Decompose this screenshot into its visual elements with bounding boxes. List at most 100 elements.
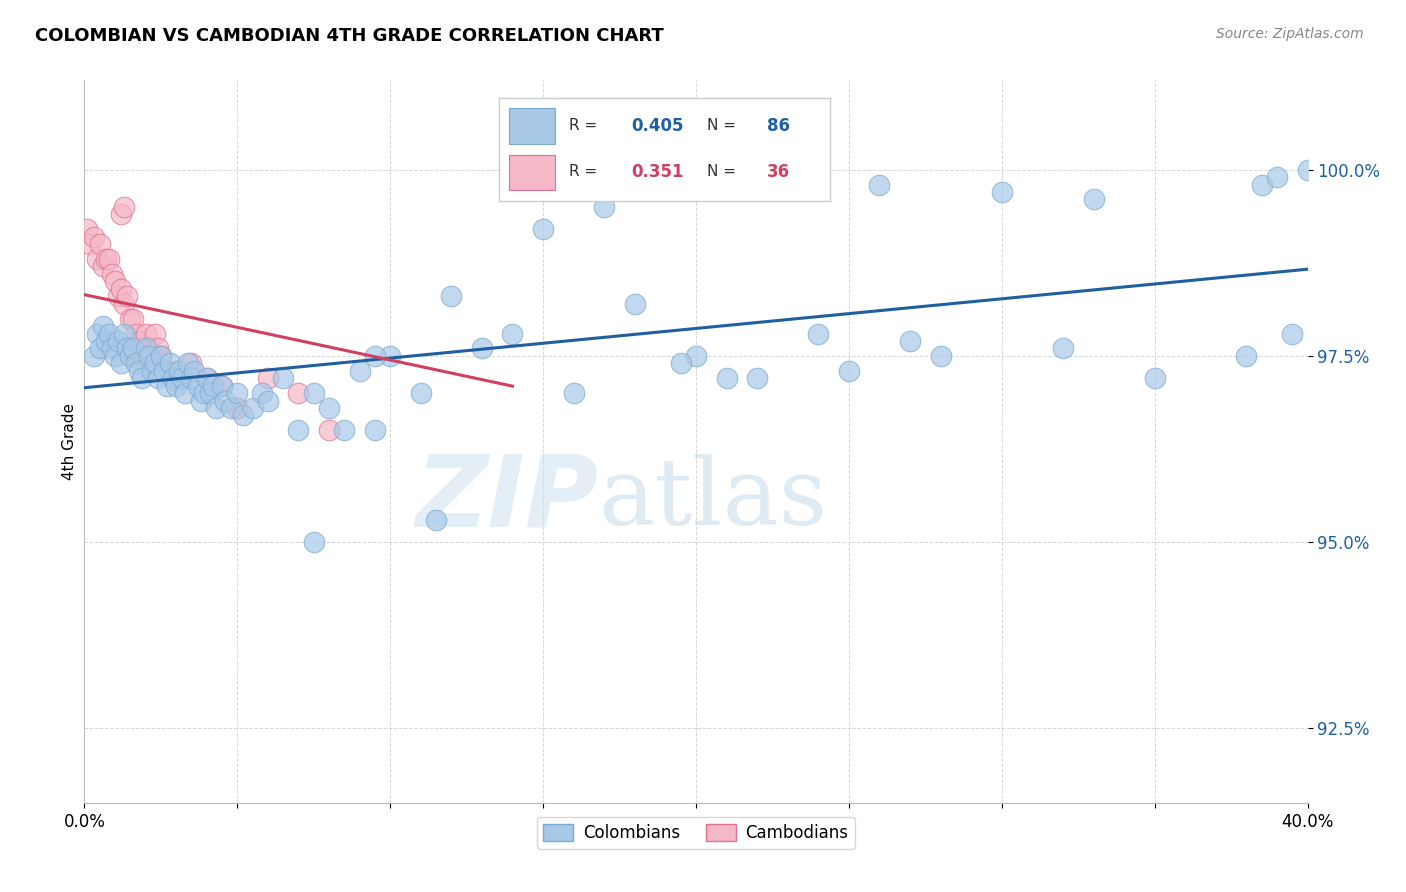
FancyBboxPatch shape bbox=[509, 154, 555, 190]
Point bbox=[226, 386, 249, 401]
Point bbox=[156, 378, 179, 392]
Point bbox=[349, 364, 371, 378]
Point bbox=[162, 371, 184, 385]
Point bbox=[869, 178, 891, 192]
Point bbox=[91, 319, 114, 334]
Point bbox=[380, 349, 402, 363]
Point bbox=[198, 386, 221, 401]
Point bbox=[257, 393, 280, 408]
Point bbox=[409, 386, 432, 401]
Point bbox=[195, 371, 218, 385]
Text: ZIP: ZIP bbox=[415, 450, 598, 548]
Point bbox=[624, 297, 647, 311]
Point bbox=[271, 371, 294, 385]
Point bbox=[159, 356, 181, 370]
Point bbox=[143, 326, 166, 341]
Text: R =: R = bbox=[568, 164, 602, 179]
Point bbox=[101, 342, 124, 356]
Point bbox=[211, 378, 233, 392]
Point bbox=[193, 386, 215, 401]
Point bbox=[112, 297, 135, 311]
Point bbox=[186, 378, 208, 392]
Point bbox=[669, 356, 692, 370]
Point bbox=[138, 349, 160, 363]
Point bbox=[242, 401, 264, 415]
Point bbox=[1083, 193, 1105, 207]
Point bbox=[716, 371, 738, 385]
Point bbox=[143, 356, 166, 370]
Point bbox=[107, 334, 129, 348]
Text: 36: 36 bbox=[766, 163, 790, 181]
Point bbox=[167, 364, 190, 378]
Point bbox=[250, 386, 273, 401]
Point bbox=[287, 386, 309, 401]
Text: 0.351: 0.351 bbox=[631, 163, 683, 181]
Point bbox=[302, 386, 325, 401]
Point bbox=[83, 229, 105, 244]
Point bbox=[89, 237, 111, 252]
Point bbox=[1265, 170, 1288, 185]
Point bbox=[146, 371, 169, 385]
Point bbox=[1250, 178, 1272, 192]
Point bbox=[89, 342, 111, 356]
Point bbox=[138, 342, 160, 356]
Point bbox=[440, 289, 463, 303]
Point bbox=[122, 311, 145, 326]
Point bbox=[747, 371, 769, 385]
Point bbox=[302, 535, 325, 549]
Point bbox=[165, 364, 187, 378]
Point bbox=[97, 326, 120, 341]
Point bbox=[531, 222, 554, 236]
Point bbox=[183, 364, 205, 378]
Y-axis label: 4th Grade: 4th Grade bbox=[62, 403, 77, 480]
Point bbox=[214, 393, 236, 408]
Point bbox=[190, 393, 212, 408]
Point bbox=[86, 252, 108, 266]
Point bbox=[153, 364, 176, 378]
Point bbox=[120, 349, 142, 363]
Point bbox=[180, 371, 202, 385]
Text: Source: ZipAtlas.com: Source: ZipAtlas.com bbox=[1216, 27, 1364, 41]
Point bbox=[91, 260, 114, 274]
Point bbox=[425, 513, 447, 527]
Point bbox=[232, 409, 254, 423]
Point bbox=[195, 371, 218, 385]
Point bbox=[131, 349, 153, 363]
Text: atlas: atlas bbox=[598, 454, 827, 544]
Point bbox=[76, 222, 98, 236]
Text: N =: N = bbox=[707, 119, 741, 133]
Point bbox=[125, 356, 148, 370]
Point bbox=[257, 371, 280, 385]
Point bbox=[135, 326, 157, 341]
Point bbox=[101, 267, 124, 281]
Point bbox=[112, 326, 135, 341]
Point bbox=[318, 401, 340, 415]
Point bbox=[180, 356, 202, 370]
Point bbox=[110, 207, 132, 221]
Point bbox=[94, 252, 117, 266]
Point bbox=[219, 401, 242, 415]
Text: R =: R = bbox=[568, 119, 602, 133]
Point bbox=[104, 349, 127, 363]
Point bbox=[177, 356, 200, 370]
FancyBboxPatch shape bbox=[509, 109, 555, 145]
Point bbox=[562, 386, 585, 401]
Point bbox=[122, 342, 145, 356]
Point bbox=[364, 349, 387, 363]
Point bbox=[128, 334, 150, 348]
Point bbox=[104, 274, 127, 288]
Point bbox=[135, 342, 157, 356]
Point bbox=[94, 334, 117, 348]
Point bbox=[79, 237, 101, 252]
Point bbox=[502, 326, 524, 341]
Point bbox=[287, 423, 309, 437]
Point bbox=[838, 364, 860, 378]
Point bbox=[146, 342, 169, 356]
Point bbox=[115, 342, 138, 356]
Point bbox=[502, 178, 524, 192]
Point bbox=[112, 200, 135, 214]
Point bbox=[685, 349, 707, 363]
Point bbox=[1296, 162, 1319, 177]
Point bbox=[107, 289, 129, 303]
Point bbox=[201, 378, 224, 392]
